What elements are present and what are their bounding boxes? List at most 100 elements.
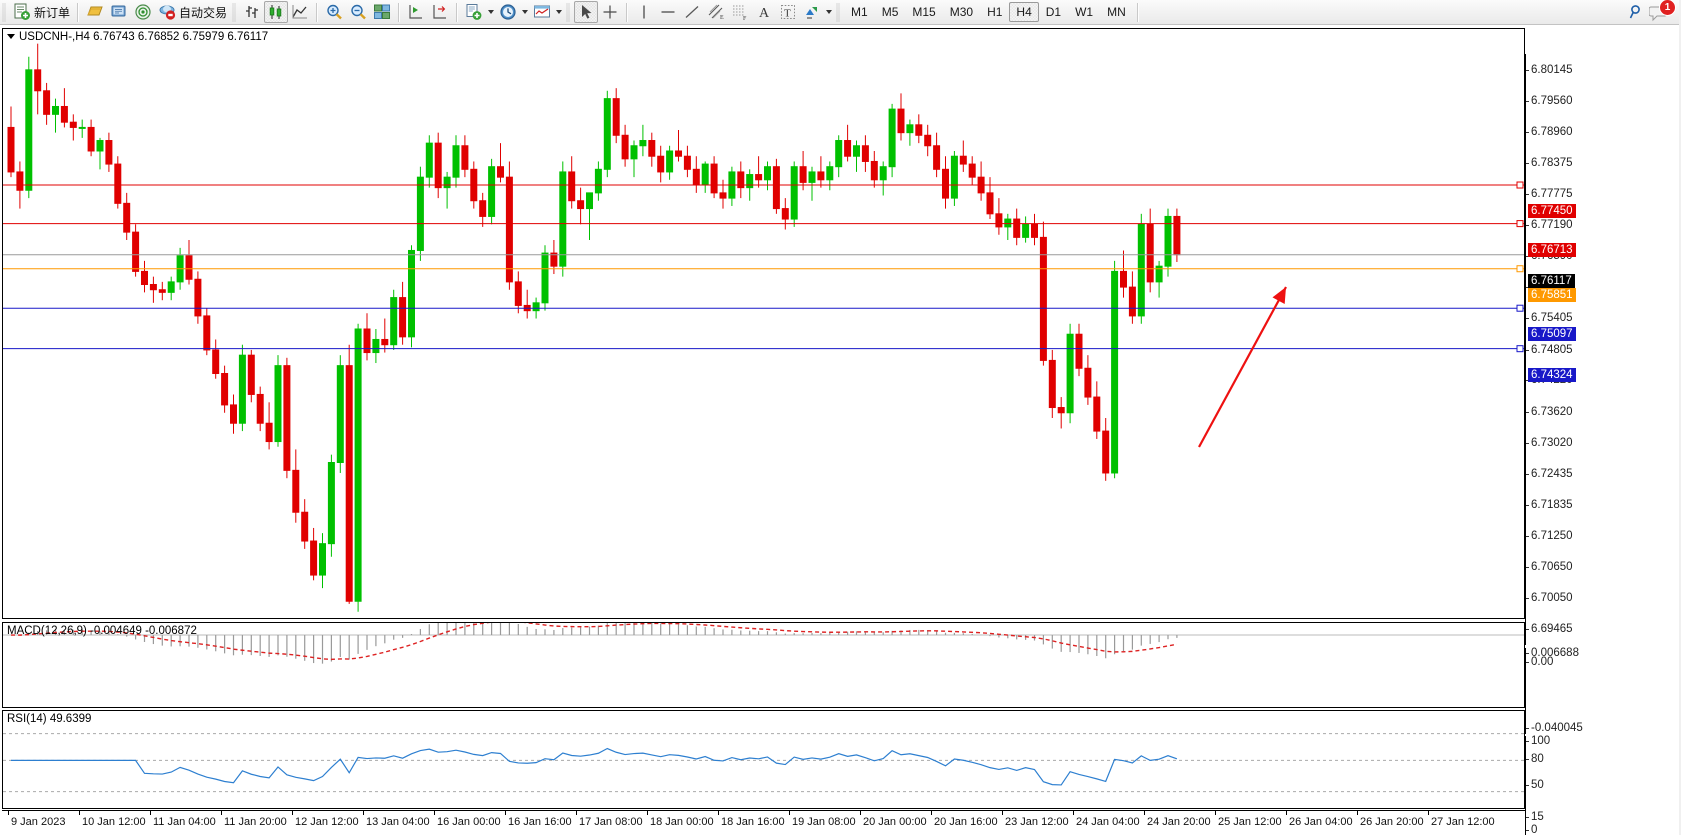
price-tick: 6.69465	[1526, 623, 1573, 636]
bar-chart-button[interactable]	[240, 1, 264, 23]
timeframe-m30[interactable]: M30	[949, 5, 974, 19]
candle-body	[692, 168, 700, 186]
rsi-tick: 0	[1525, 824, 1538, 835]
indicators-dropdown-caret[interactable]	[488, 10, 495, 14]
time-tick-mark	[647, 811, 648, 815]
candle-body	[256, 393, 264, 424]
vertical-scrollbar[interactable]	[1679, 0, 1681, 835]
market-watch-button[interactable]	[131, 1, 155, 23]
current-price-tag[interactable]: 6.76117	[1528, 273, 1575, 288]
candle-body	[123, 202, 131, 233]
toolbar-grip-2[interactable]	[232, 2, 237, 22]
shapes-dropdown-caret[interactable]	[826, 10, 833, 14]
auto-scroll-button[interactable]	[404, 1, 428, 23]
time-axis[interactable]: 9 Jan 2023 10 Jan 12:00 11 Jan 04:00 11 Jan…	[2, 810, 1525, 835]
new-order-button[interactable]: 新订单	[10, 1, 73, 23]
crosshair-icon	[603, 5, 617, 19]
channel-icon: E	[708, 4, 724, 21]
vertical-line-button[interactable]	[632, 1, 656, 23]
chart-menu-caret-icon[interactable]	[7, 34, 15, 40]
indicators-button[interactable]	[462, 1, 486, 23]
price-pane[interactable]: USDCNH-,H4 6.76743 6.76852 6.75979 6.761…	[2, 28, 1525, 619]
price-scale[interactable]: 6.80145 6.79560 6.78960 6.78375 6.77775 6.771…	[1525, 54, 1679, 645]
periods-dropdown-caret[interactable]	[522, 10, 529, 14]
toolbar-grip[interactable]	[2, 2, 6, 22]
crosshair-button[interactable]	[598, 1, 622, 23]
candle-body	[372, 338, 380, 354]
template-icon	[534, 5, 551, 18]
candlestick-chart-button[interactable]	[264, 1, 289, 23]
price-tick: 6.78960	[1526, 125, 1573, 138]
candle-body	[212, 349, 220, 374]
up-trend-arrow[interactable]	[1198, 286, 1287, 448]
shapes-button[interactable]	[800, 1, 824, 23]
candle-body	[1066, 333, 1074, 414]
candle-body	[167, 281, 175, 293]
templates-button[interactable]	[530, 1, 554, 23]
resistance-line-2-handle[interactable]	[1516, 220, 1524, 228]
price-tick: 6.71250	[1526, 529, 1573, 542]
text-label-button[interactable]: T	[776, 1, 800, 23]
candle-body	[594, 168, 602, 194]
macd-pane[interactable]: MACD(12,26,9) -0.004649 -0.006872	[2, 622, 1525, 708]
rsi-scale[interactable]: 100 80 50 15 0	[1525, 735, 1679, 835]
candle-body	[390, 297, 398, 346]
fibonacci-icon: F	[733, 5, 747, 21]
support-level-2-tag[interactable]: 6.74324	[1528, 367, 1576, 382]
periods-button[interactable]	[496, 1, 520, 23]
order-level-tag[interactable]: 6.75851	[1528, 287, 1576, 302]
timeframe-mn[interactable]: MN	[1107, 5, 1126, 19]
zoom-out-button[interactable]	[346, 1, 370, 23]
horizontal-line-button[interactable]	[656, 1, 680, 23]
support-level-1-tag[interactable]: 6.75097	[1528, 327, 1576, 342]
timeframe-m5[interactable]: M5	[881, 5, 899, 19]
equidistant-channel-button[interactable]: E	[704, 1, 728, 23]
resistance-line-1-handle[interactable]	[1516, 181, 1524, 189]
line-chart-button[interactable]	[288, 1, 312, 23]
order-line-handle[interactable]	[1516, 265, 1524, 273]
time-tick-label: 10 Jan 12:00	[82, 816, 146, 828]
price-tick: 6.75405	[1526, 312, 1573, 325]
support-line-1-handle[interactable]	[1516, 304, 1524, 312]
search-icon	[1629, 5, 1640, 19]
zoom-in-button[interactable]	[322, 1, 346, 23]
support-line-2-handle[interactable]	[1516, 345, 1524, 353]
fibonacci-button[interactable]: F	[728, 1, 752, 23]
toolbar-grip-3[interactable]	[566, 2, 571, 22]
candle-body	[7, 126, 15, 173]
notifications-button[interactable]: 1	[1649, 0, 1676, 23]
chart-shift-button[interactable]	[428, 1, 452, 23]
svg-text:A: A	[759, 6, 770, 21]
time-tick-mark	[931, 811, 932, 815]
autotrade-button[interactable]: 自动交易	[155, 1, 230, 23]
data-window-button[interactable]	[83, 1, 107, 23]
timeframe-m15[interactable]: M15	[912, 5, 936, 19]
navigator-button[interactable]	[107, 1, 131, 23]
timeframe-w1[interactable]: W1	[1075, 5, 1094, 19]
candle-body	[203, 315, 211, 351]
toolbar-grip-4[interactable]	[836, 2, 841, 22]
time-tick-label: 12 Jan 12:00	[295, 816, 359, 828]
timeframe-d1[interactable]: D1	[1045, 5, 1062, 19]
timeframe-h1[interactable]: H1	[987, 5, 1003, 19]
folder-icon	[87, 6, 103, 16]
macd-scale[interactable]: 0.006688 0.00 -0.040045	[1525, 647, 1679, 734]
cursor-button[interactable]	[574, 1, 599, 23]
time-tick-label: 24 Jan 20:00	[1147, 816, 1211, 828]
templates-dropdown-caret[interactable]	[556, 10, 563, 14]
rsi-line	[11, 747, 1178, 786]
timeframe-m1[interactable]: M1	[851, 5, 868, 19]
resistance-level-1-tag[interactable]: 6.77450	[1528, 204, 1576, 219]
notification-count-badge: 1	[1659, 0, 1676, 16]
time-tick-label: 26 Jan 20:00	[1360, 816, 1424, 828]
rsi-pane[interactable]: RSI(14) 49.6399	[2, 710, 1525, 809]
candle-body	[1102, 430, 1110, 474]
search-button[interactable]	[1625, 1, 1649, 23]
time-tick-label: 20 Jan 16:00	[934, 816, 998, 828]
text-button[interactable]: A	[752, 1, 776, 23]
resistance-level-2-tag[interactable]: 6.76713	[1528, 242, 1576, 257]
candle-body	[772, 166, 780, 210]
timeframe-h4[interactable]: H4	[1009, 2, 1039, 22]
trendline-button[interactable]	[680, 1, 704, 23]
tile-windows-button[interactable]	[370, 1, 394, 23]
